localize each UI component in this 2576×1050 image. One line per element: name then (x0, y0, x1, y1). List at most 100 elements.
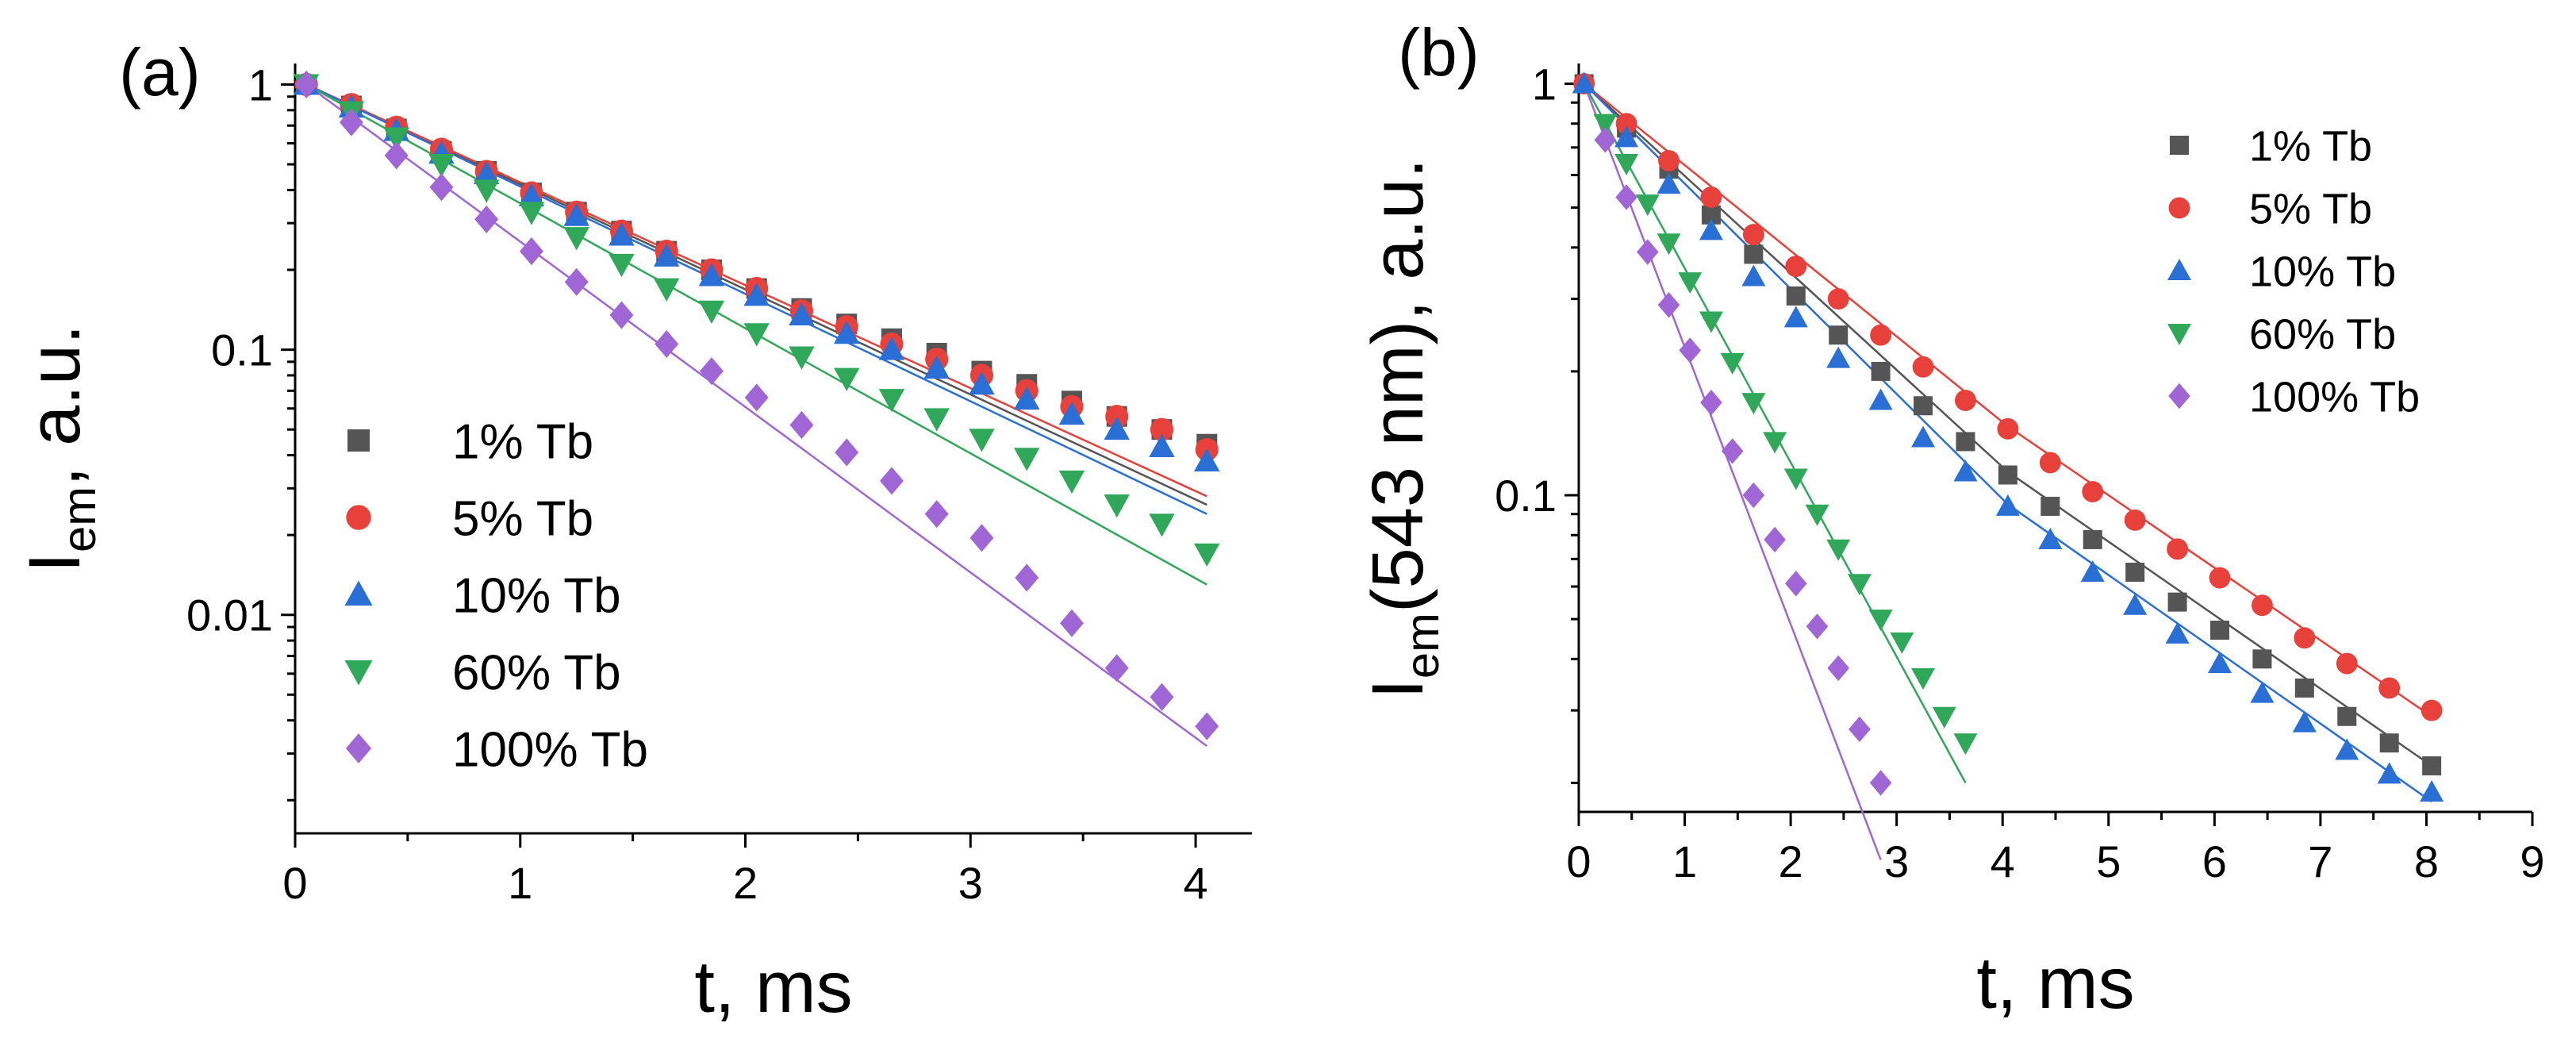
data-point (1721, 438, 1744, 464)
y-axis-title-rest: (543 nm), a.u. (1357, 158, 1438, 613)
data-point (1827, 655, 1850, 682)
data-point (2336, 652, 2358, 675)
series-60pct-tb (1593, 113, 1978, 756)
x-tick-label: 4 (1183, 858, 1207, 908)
data-point (2167, 592, 2187, 612)
series-10pct-tb (1572, 71, 2444, 802)
x-tick-label: 3 (958, 858, 983, 908)
x-axis-title: t, ms (694, 947, 852, 1028)
data-point (1700, 187, 1722, 208)
x-tick-label: 7 (2308, 837, 2332, 887)
data-point (1700, 389, 1722, 416)
data-point (1869, 770, 1892, 796)
data-point (923, 355, 950, 379)
data-point (789, 302, 815, 326)
data-point (2252, 649, 2272, 669)
data-point (1657, 233, 1681, 256)
series-5pct-tb (1573, 73, 2443, 721)
x-axis-title: t, ms (1976, 943, 2134, 1024)
data-point (789, 346, 815, 370)
legend-label-100pct-tb: 100% Tb (2249, 373, 2420, 421)
legend-marker-10pct-tb (2167, 259, 2191, 280)
data-point (2082, 481, 2104, 502)
data-point (1614, 154, 1639, 176)
data-point (1956, 432, 1975, 452)
data-point (1060, 609, 1084, 637)
data-point (1149, 513, 1175, 537)
legend-label-60pct-tb: 60% Tb (2249, 310, 2396, 358)
data-point (1058, 401, 1085, 425)
data-point (969, 429, 995, 452)
data-point (1195, 712, 1219, 740)
data-point (653, 243, 680, 267)
data-point (1998, 465, 2017, 485)
data-point (608, 253, 635, 278)
y-tick-label: 0.01 (186, 590, 273, 640)
data-point (1868, 610, 1893, 632)
y-axis-title: Iem, a.u. (14, 324, 106, 572)
data-point (1784, 571, 1807, 597)
x-tick-label: 2 (733, 858, 758, 908)
data-point (2292, 710, 2317, 733)
panel-label: (b) (1398, 15, 1480, 90)
data-point (1058, 470, 1085, 494)
x-tick-label: 9 (2520, 837, 2544, 887)
data-point (2250, 681, 2275, 703)
data-point (1890, 632, 1914, 654)
legend-marker-1pct-tb (347, 429, 370, 452)
data-point (969, 524, 994, 552)
data-point (1150, 417, 1174, 441)
data-point (1805, 504, 1829, 526)
y-tick-label: 0.1 (211, 325, 273, 375)
data-point (1826, 346, 1851, 368)
fit-line-100pct-tb (1583, 83, 1882, 860)
data-point (1193, 543, 1220, 567)
data-point (1104, 494, 1130, 518)
fit-line-100pct-tb (305, 83, 1207, 748)
data-point (1806, 613, 1829, 640)
data-point (563, 202, 589, 226)
data-point (518, 202, 545, 225)
data-point (1849, 716, 1871, 743)
data-point (1955, 390, 1976, 411)
series-100pct-tb (1594, 127, 1892, 796)
y-tick-label: 0.1 (1495, 471, 1557, 521)
legend-marker-60pct-tb (344, 660, 373, 686)
data-point (1657, 172, 1681, 194)
data-point (2038, 527, 2063, 549)
data-point (1679, 337, 1702, 363)
data-point (1742, 482, 1765, 509)
data-point (1870, 324, 1892, 346)
data-point (698, 300, 725, 325)
data-point (2123, 593, 2148, 615)
data-point (923, 408, 950, 432)
data-point (1013, 386, 1040, 410)
y-axis-title-sub: em (1395, 613, 1449, 679)
data-point (1615, 113, 1637, 135)
data-point (2337, 706, 2357, 726)
data-point (1742, 224, 1764, 245)
data-point (1995, 494, 2020, 516)
y-axis-title-main: I (14, 552, 95, 573)
legend-label-10pct-tb: 10% Tb (2249, 248, 2396, 295)
data-point (1658, 150, 1680, 171)
data-point (1847, 574, 1872, 596)
data-point (1932, 706, 1956, 729)
legend-label-5pct-tb: 5% Tb (452, 491, 593, 546)
data-point (2208, 652, 2232, 674)
panel-b: 0 1 2 3 4 5 6 7 8 9 0.1 1 1% Tb 5% Tb 10% Tb 60% Tb 100%… (1357, 15, 2545, 1024)
y-tick-label: 1 (248, 60, 273, 110)
data-point (2080, 560, 2105, 583)
data-point (1635, 194, 1660, 217)
data-point (1149, 433, 1175, 458)
data-point (609, 301, 634, 329)
data-point (1953, 733, 1978, 756)
legend-label-5pct-tb: 5% Tb (2249, 185, 2372, 233)
data-point (2377, 762, 2401, 784)
data-point (564, 267, 589, 296)
data-point (384, 141, 409, 170)
data-point (700, 357, 724, 386)
data-point (789, 410, 814, 440)
data-point (1914, 396, 1933, 416)
data-point (2379, 733, 2399, 753)
